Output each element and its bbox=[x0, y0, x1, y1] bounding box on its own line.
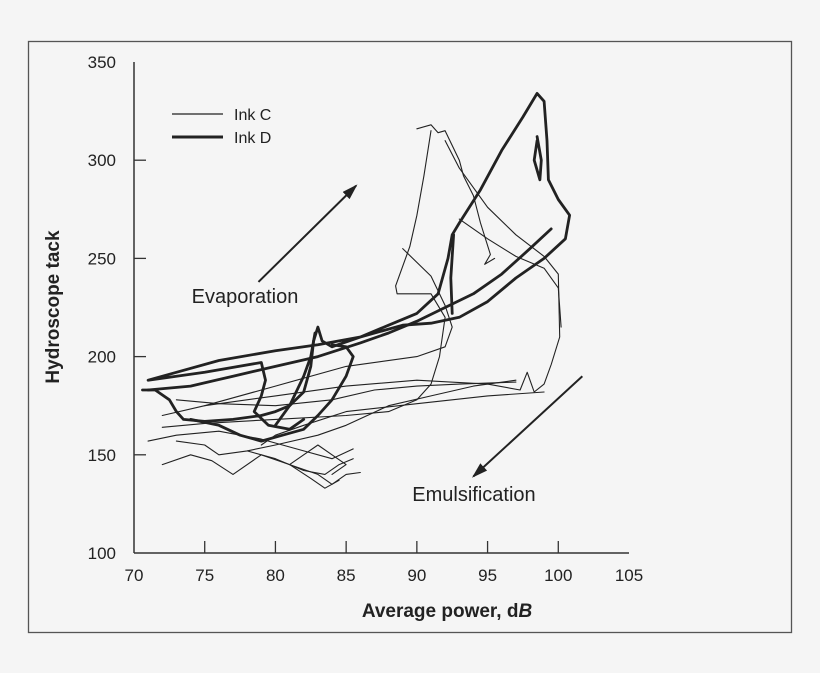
x-axis-title: Average power, dB bbox=[362, 601, 533, 622]
axes: 70 75 80 85 90 95 100 105 100 150 200 250 300 350 bbox=[88, 53, 644, 585]
series-line-ink-c bbox=[175, 381, 517, 407]
x-tick-label: 90 bbox=[407, 566, 426, 585]
series-line-ink-d bbox=[532, 135, 543, 182]
series-line-ink-c bbox=[416, 124, 496, 265]
y-tick-label: 200 bbox=[88, 348, 116, 367]
x-tick-label: 95 bbox=[478, 566, 497, 585]
x-tick-label: 100 bbox=[544, 566, 572, 585]
evaporation-arrow bbox=[257, 184, 358, 283]
series-line-ink-d bbox=[449, 233, 456, 315]
x-axis-title-unit: B bbox=[518, 601, 532, 622]
series-line-ink-c bbox=[458, 218, 562, 328]
x-axis-title-main: Average power, d bbox=[362, 601, 519, 622]
y-tick-label: 100 bbox=[88, 544, 116, 563]
legend-label-ink-d: Ink D bbox=[234, 130, 271, 147]
series-line-ink-c bbox=[289, 444, 347, 489]
series-line-ink-c bbox=[175, 379, 517, 456]
series-line-ink-c bbox=[147, 430, 354, 460]
y-tick-label: 300 bbox=[88, 151, 116, 170]
traces bbox=[141, 92, 571, 489]
series-line-ink-c bbox=[161, 130, 446, 428]
emulsification-label: Emulsification bbox=[412, 484, 535, 506]
series-line-ink-c bbox=[246, 450, 354, 475]
legend: Ink C Ink D bbox=[172, 107, 271, 147]
x-tick-label: 80 bbox=[266, 566, 285, 585]
chart-frame bbox=[27, 40, 793, 634]
series-line-ink-c bbox=[204, 140, 561, 407]
x-tick-label: 70 bbox=[125, 566, 144, 585]
series-line-ink-d bbox=[273, 331, 317, 427]
y-tick-label: 250 bbox=[88, 249, 116, 268]
x-tick-label: 105 bbox=[615, 566, 643, 585]
evaporation-label: Evaporation bbox=[192, 286, 299, 308]
legend-label-ink-c: Ink C bbox=[234, 107, 271, 124]
series-line-ink-c bbox=[260, 391, 545, 446]
y-tick-label: 150 bbox=[88, 446, 116, 465]
emulsification-arrow bbox=[471, 375, 584, 478]
series-line-ink-c bbox=[161, 454, 361, 485]
y-axis-title: Hydroscope tack bbox=[43, 230, 64, 384]
annotations: Evaporation Emulsification bbox=[192, 184, 584, 506]
x-tick-label: 75 bbox=[195, 566, 214, 585]
series-line-ink-d bbox=[146, 227, 553, 392]
series-line-ink-d bbox=[189, 343, 355, 443]
y-tick-label: 350 bbox=[88, 53, 116, 72]
x-tick-label: 85 bbox=[337, 566, 356, 585]
